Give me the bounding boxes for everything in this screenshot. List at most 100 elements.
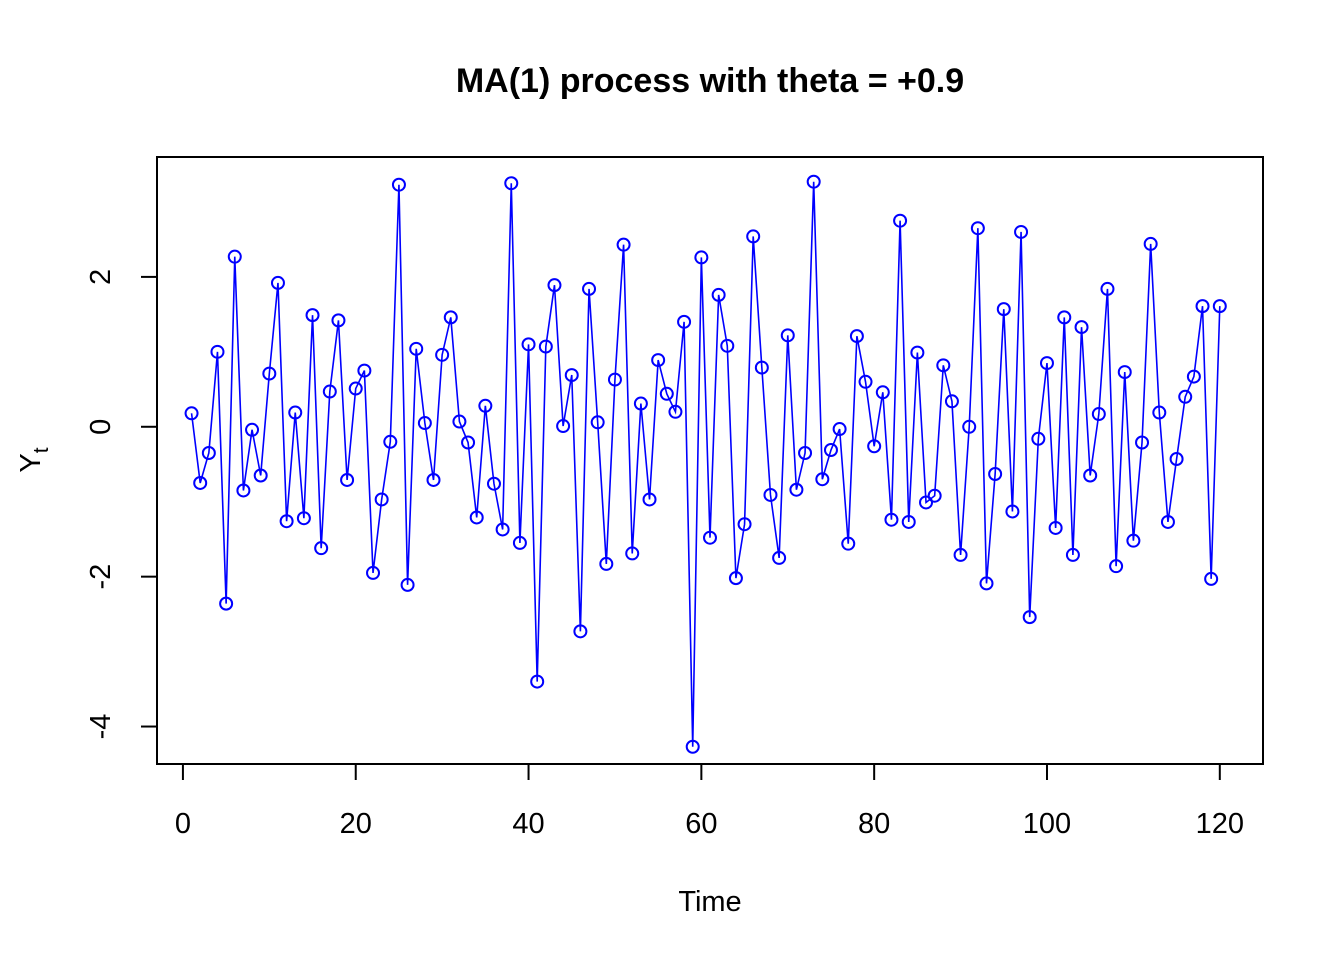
- data-point: [677, 314, 692, 329]
- data-point: [893, 213, 908, 228]
- data-point: [322, 384, 337, 399]
- data-point: [547, 278, 562, 293]
- data-point: [495, 522, 510, 537]
- data-point: [245, 422, 260, 437]
- y-tick-label: -2: [85, 564, 117, 590]
- x-tick-label: 60: [685, 808, 717, 840]
- data-point: [910, 345, 925, 360]
- data-point: [556, 419, 571, 434]
- data-point: [461, 435, 476, 450]
- data-point: [564, 368, 579, 383]
- data-point: [391, 177, 406, 192]
- data-point: [400, 577, 415, 592]
- data-point: [763, 487, 778, 502]
- data-point: [1065, 547, 1080, 562]
- data-point: [348, 381, 363, 396]
- y-axis-label-main: Y: [15, 453, 47, 472]
- data-point: [504, 176, 519, 191]
- y-tick-label: 2: [85, 269, 117, 285]
- data-point: [443, 310, 458, 325]
- y-axis-label-subscript: t: [30, 447, 53, 453]
- x-tick-label: 80: [858, 808, 890, 840]
- data-point: [210, 344, 225, 359]
- data-point: [659, 386, 674, 401]
- data-point: [435, 347, 450, 362]
- data-point: [780, 328, 795, 343]
- data-point: [426, 472, 441, 487]
- plot-frame: [156, 156, 1264, 765]
- data-point: [486, 476, 501, 491]
- data-point: [236, 483, 251, 498]
- data-point: [409, 341, 424, 356]
- data-point: [746, 229, 761, 244]
- series-line: [190, 181, 1221, 747]
- data-point: [815, 472, 830, 487]
- data-point: [1143, 236, 1158, 251]
- data-point: [962, 419, 977, 434]
- data-point: [590, 415, 605, 430]
- data-point: [478, 398, 493, 413]
- data-point: [1117, 365, 1132, 380]
- chart-title: MA(1) process with theta = +0.9: [456, 62, 964, 100]
- data-point: [703, 530, 717, 545]
- data-point: [1160, 514, 1175, 529]
- data-point: [305, 308, 320, 323]
- data-point: [1022, 610, 1037, 625]
- data-point: [936, 358, 951, 373]
- y-tick-label: 0: [85, 419, 117, 435]
- data-point: [970, 221, 985, 236]
- data-point: [789, 482, 804, 497]
- data-point: [538, 339, 553, 354]
- x-axis: 0 20 40 60 80 100 120: [175, 763, 1244, 840]
- data-point: [720, 338, 735, 353]
- data-point: [1169, 452, 1184, 466]
- data-point: [1212, 299, 1227, 314]
- x-tick-label: 100: [1023, 808, 1071, 840]
- x-tick-label: 0: [175, 808, 191, 840]
- data-point: [694, 250, 709, 265]
- data-point: [279, 514, 294, 529]
- data-point: [452, 414, 467, 429]
- data-point: [262, 366, 277, 381]
- data-point: [1083, 468, 1098, 483]
- data-point: [711, 287, 726, 302]
- data-point: [1178, 389, 1193, 404]
- data-point: [1100, 281, 1115, 296]
- data-point: [979, 576, 994, 591]
- data-point: [521, 337, 536, 352]
- data-point: [607, 372, 622, 387]
- data-point: [1091, 407, 1106, 422]
- data-point: [806, 174, 821, 189]
- y-axis-label: Yt: [15, 447, 53, 472]
- data-point: [1005, 504, 1020, 519]
- data-point: [1014, 224, 1029, 239]
- data-point: [193, 475, 208, 490]
- data-point: [668, 404, 683, 419]
- data-point: [728, 571, 743, 586]
- data-point: [573, 624, 588, 639]
- data-point: [884, 512, 899, 527]
- data-point: [1074, 320, 1089, 335]
- data-point: [296, 511, 311, 526]
- data-point: [1195, 299, 1210, 314]
- data-point: [366, 565, 381, 580]
- y-axis: -4 -2 0 2: [85, 269, 158, 739]
- data-point: [383, 434, 398, 449]
- data-point: [685, 739, 700, 754]
- data-point: [1126, 533, 1141, 548]
- data-point: [832, 422, 847, 437]
- data-point: [1031, 431, 1046, 446]
- x-tick-label: 120: [1196, 808, 1244, 840]
- data-point: [642, 492, 657, 507]
- data-point: [1109, 559, 1124, 574]
- x-tick-label: 40: [512, 808, 544, 840]
- data-point: [772, 550, 787, 565]
- data-point: [1057, 310, 1072, 325]
- data-point: [530, 674, 545, 689]
- data-point: [1186, 369, 1201, 384]
- data-point: [849, 329, 864, 344]
- data-point: [201, 446, 216, 461]
- data-point: [417, 416, 432, 431]
- data-point: [1039, 356, 1054, 371]
